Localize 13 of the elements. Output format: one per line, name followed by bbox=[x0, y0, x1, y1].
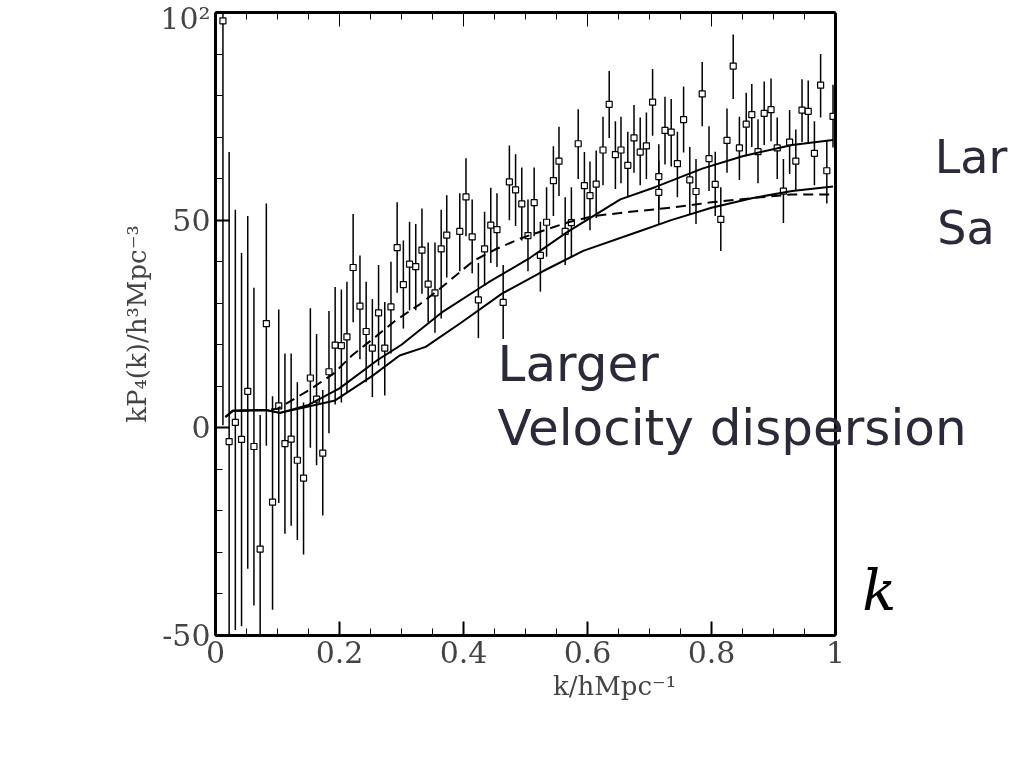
x-tick-label: 0.8 bbox=[687, 634, 736, 670]
y-tick-label: 0 bbox=[191, 410, 211, 446]
x-tick-label: 1 bbox=[825, 634, 846, 670]
text: k bbox=[862, 558, 897, 624]
y-tick-label: 10² bbox=[160, 0, 211, 36]
x-tick-label: 0.2 bbox=[315, 634, 364, 670]
x-tick-label: 0.6 bbox=[563, 634, 612, 670]
x-axis-title: k/hMpc⁻¹ bbox=[552, 670, 677, 701]
text: Lar bbox=[934, 130, 1008, 185]
text: Sa bbox=[937, 201, 995, 256]
x-tick-label: 0.4 bbox=[439, 634, 488, 670]
y-tick-label: 50 bbox=[172, 202, 211, 238]
y-axis-title: kP₄(k)/h³Mpc⁻³ bbox=[122, 225, 153, 423]
